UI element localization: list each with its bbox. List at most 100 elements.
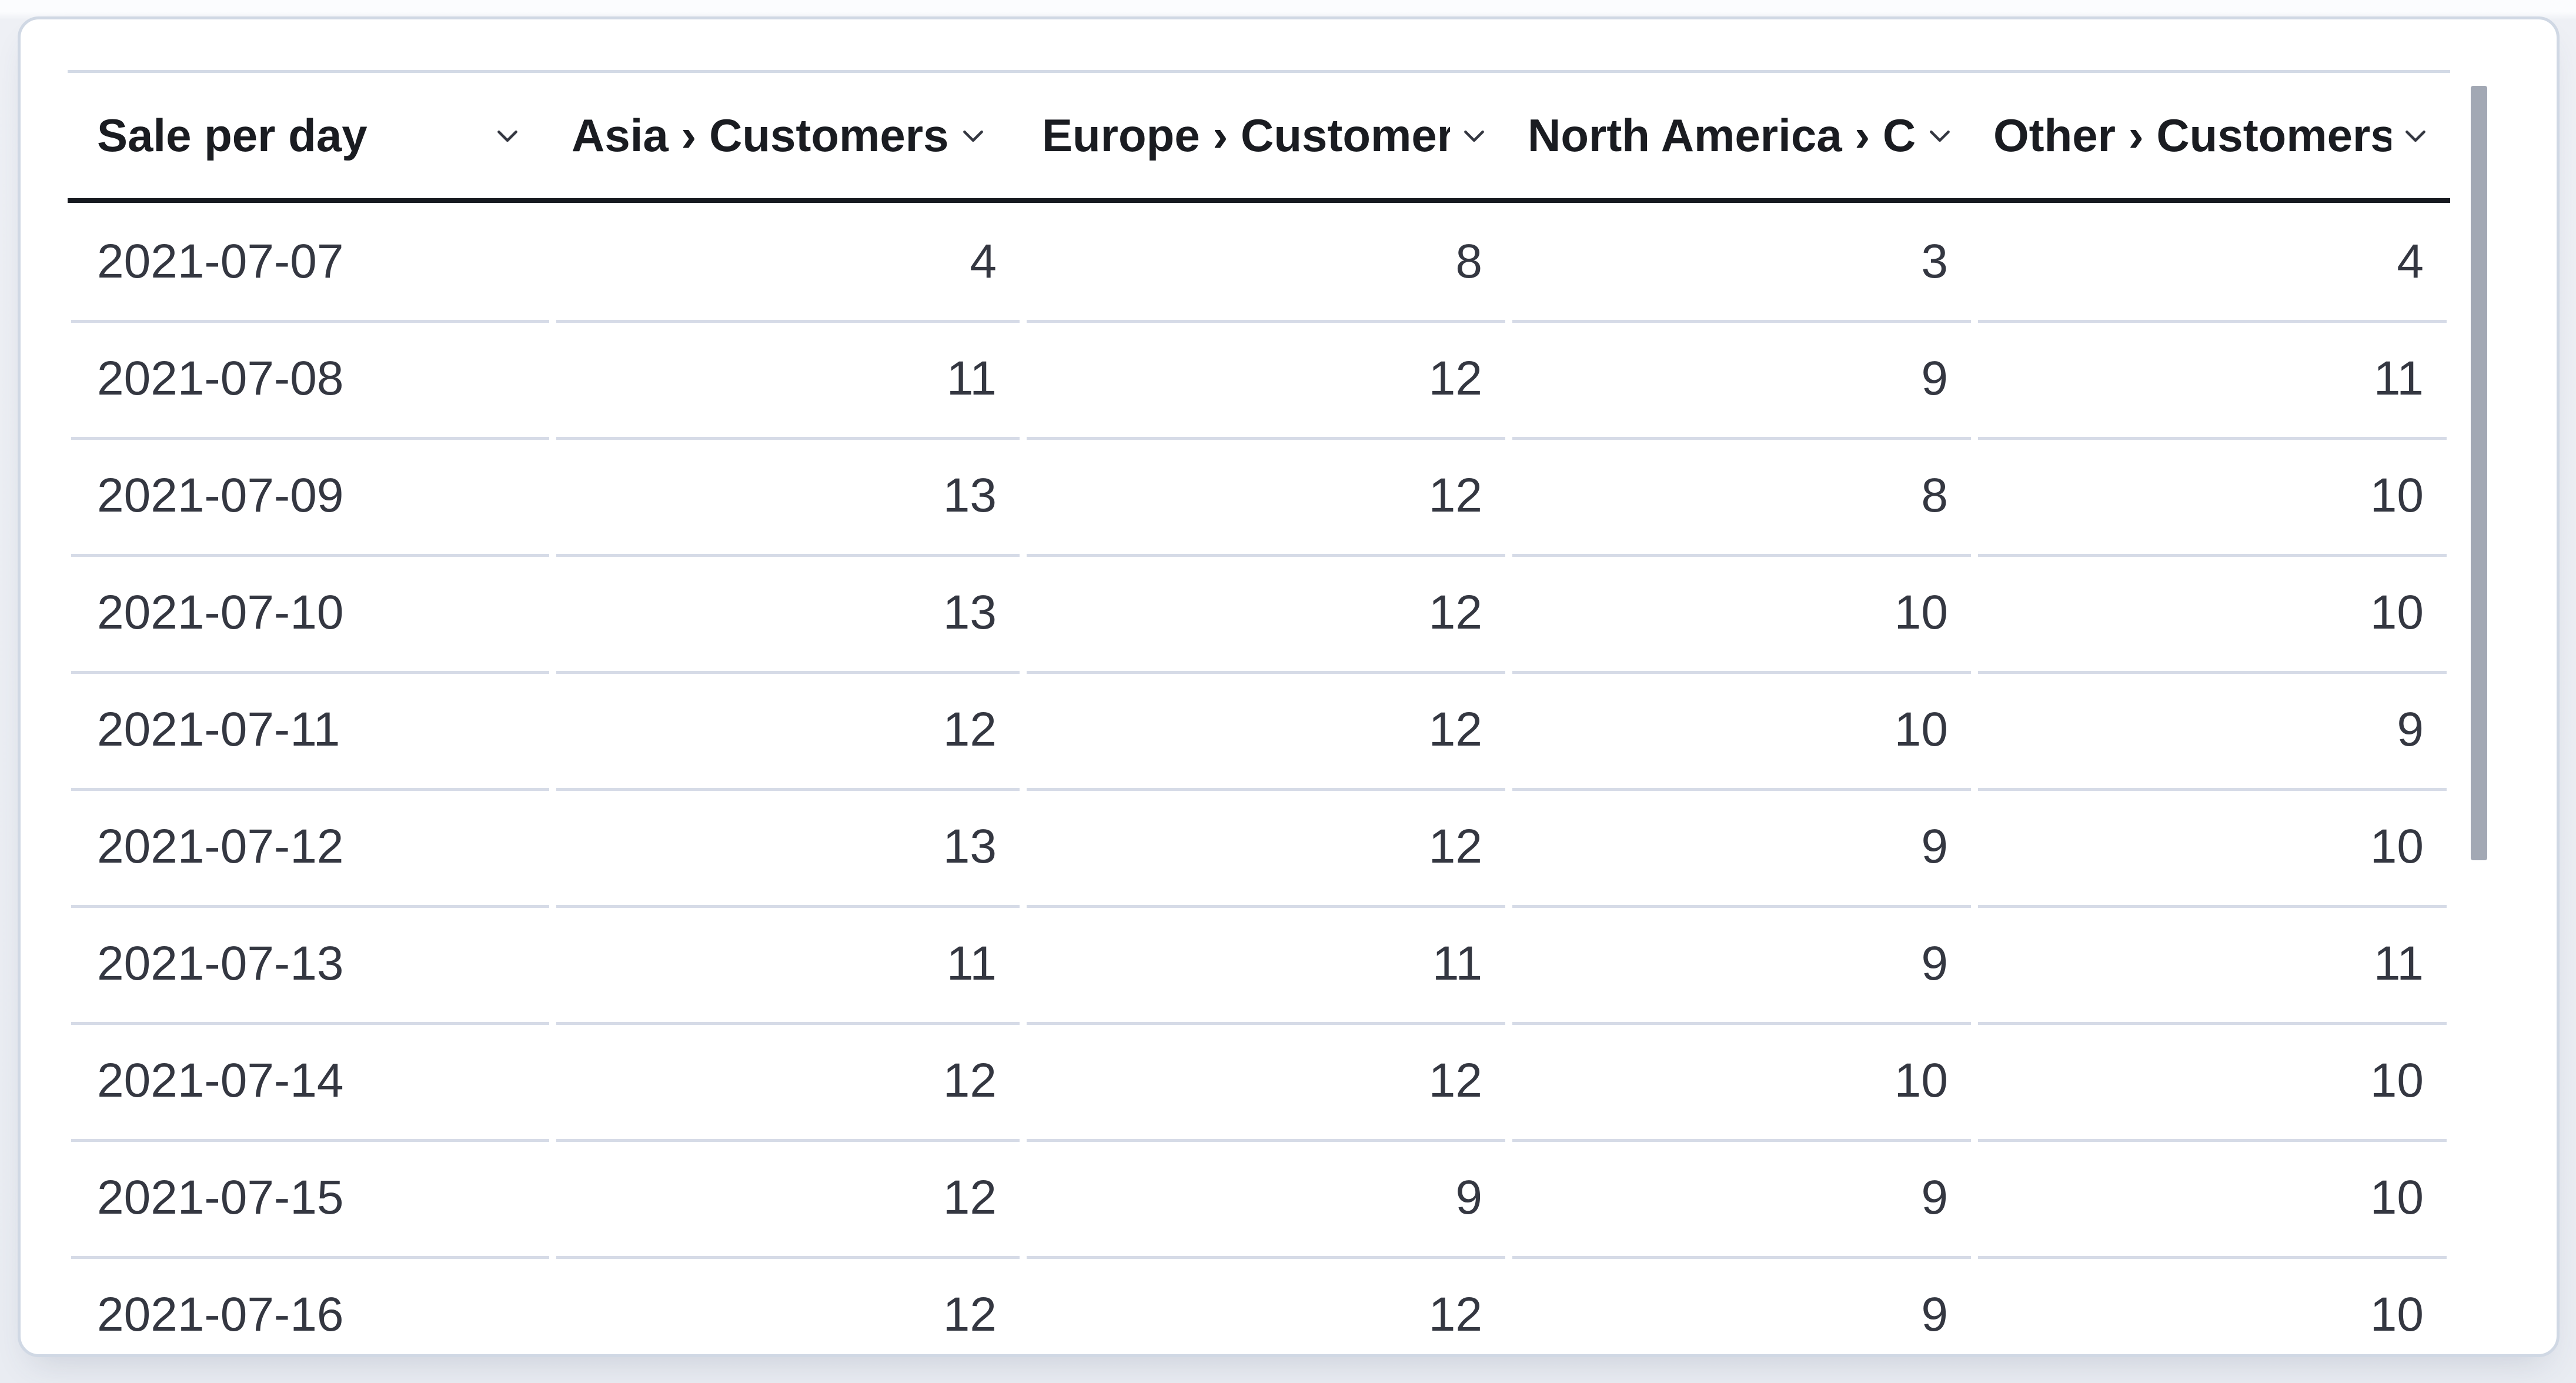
value-cell[interactable]: 12 (1023, 554, 1509, 671)
value-cell[interactable]: 12 (1023, 1256, 1509, 1354)
table-row: 2021-07-11 12 12 10 9 (68, 671, 2450, 788)
value-cell[interactable]: 12 (553, 1139, 1023, 1256)
column-header-label: Other › Customers (1993, 109, 2391, 161)
value-cell[interactable]: 10 (1509, 671, 1974, 788)
column-header-label: North America › Customers (1528, 109, 1916, 161)
value-cell[interactable]: 9 (1509, 320, 1974, 437)
value-cell[interactable]: 9 (1509, 1139, 1974, 1256)
value-cell[interactable]: 8 (1509, 437, 1974, 554)
value-cell[interactable]: 12 (1023, 788, 1509, 905)
cell-value: 9 (1455, 1170, 1482, 1224)
value-cell[interactable]: 11 (1974, 905, 2450, 1022)
cell-value: 8 (1455, 234, 1482, 288)
value-cell[interactable]: 10 (1974, 437, 2450, 554)
value-cell[interactable]: 12 (1023, 671, 1509, 788)
cell-value: 10 (2370, 1170, 2424, 1224)
value-cell[interactable]: 12 (1023, 1022, 1509, 1139)
date-value: 2021-07-16 (97, 1287, 344, 1341)
value-cell[interactable]: 12 (1023, 437, 1509, 554)
value-cell[interactable]: 13 (553, 788, 1023, 905)
cell-value: 12 (1428, 1053, 1482, 1107)
value-cell[interactable]: 9 (1509, 905, 1974, 1022)
column-header-label: Sale per day (97, 109, 367, 161)
table-row: 2021-07-08 11 12 9 11 (68, 320, 2450, 437)
date-cell[interactable]: 2021-07-08 (68, 320, 553, 437)
cell-value: 12 (943, 702, 997, 756)
cell-value: 10 (2370, 819, 2424, 873)
value-cell[interactable]: 9 (1023, 1139, 1509, 1256)
value-cell[interactable]: 9 (1509, 1256, 1974, 1354)
date-cell[interactable]: 2021-07-14 (68, 1022, 553, 1139)
cell-value: 13 (943, 468, 997, 522)
column-header-europe-customers[interactable]: Europe › Customers (1023, 73, 1509, 198)
date-value: 2021-07-14 (97, 1053, 344, 1107)
table-row: 2021-07-16 12 12 9 10 (68, 1256, 2450, 1354)
date-cell[interactable]: 2021-07-15 (68, 1139, 553, 1256)
column-header-other-customers[interactable]: Other › Customers (1974, 73, 2450, 198)
cell-value: 10 (2370, 468, 2424, 522)
value-cell[interactable]: 13 (553, 554, 1023, 671)
value-cell[interactable]: 9 (1974, 671, 2450, 788)
cell-value: 12 (1428, 819, 1482, 873)
value-cell[interactable]: 4 (553, 203, 1023, 320)
date-cell[interactable]: 2021-07-07 (68, 203, 553, 320)
date-cell[interactable]: 2021-07-10 (68, 554, 553, 671)
value-cell[interactable]: 10 (1974, 788, 2450, 905)
cell-value: 11 (946, 936, 997, 990)
value-cell[interactable]: 8 (1023, 203, 1509, 320)
value-cell[interactable]: 12 (553, 671, 1023, 788)
value-cell[interactable]: 10 (1974, 1256, 2450, 1354)
value-cell[interactable]: 11 (553, 905, 1023, 1022)
value-cell[interactable]: 13 (553, 437, 1023, 554)
date-value: 2021-07-07 (97, 234, 344, 288)
cell-value: 10 (2370, 585, 2424, 639)
cell-value: 12 (1428, 351, 1482, 405)
column-header-asia-customers[interactable]: Asia › Customers (553, 73, 1023, 198)
column-header-sale-per-day[interactable]: Sale per day (68, 73, 553, 198)
date-cell[interactable]: 2021-07-12 (68, 788, 553, 905)
date-value: 2021-07-11 (97, 702, 340, 756)
cell-value: 12 (1428, 1287, 1482, 1341)
vertical-scrollbar-thumb[interactable] (2471, 86, 2487, 860)
value-cell[interactable]: 12 (553, 1256, 1023, 1354)
table-row: 2021-07-10 13 12 10 10 (68, 554, 2450, 671)
cell-value: 10 (1894, 1053, 1948, 1107)
value-cell[interactable]: 10 (1509, 554, 1974, 671)
value-cell[interactable]: 12 (553, 1022, 1023, 1139)
date-cell[interactable]: 2021-07-09 (68, 437, 553, 554)
table-row: 2021-07-12 13 12 9 10 (68, 788, 2450, 905)
value-cell[interactable]: 12 (1023, 320, 1509, 437)
table-body: 2021-07-07 4 8 3 4 2021-07-08 11 12 9 11… (68, 203, 2450, 1354)
table-header-row: Sale per day Asia › Customers Europe › C… (68, 73, 2450, 203)
date-value: 2021-07-15 (97, 1170, 344, 1224)
value-cell[interactable]: 4 (1974, 203, 2450, 320)
value-cell[interactable]: 3 (1509, 203, 1974, 320)
cell-value: 9 (1921, 1170, 1948, 1224)
value-cell[interactable]: 11 (1974, 320, 2450, 437)
cell-value: 3 (1921, 234, 1948, 288)
chevron-down-icon (2400, 120, 2431, 152)
cell-value: 9 (1921, 819, 1948, 873)
value-cell[interactable]: 10 (1509, 1022, 1974, 1139)
cell-value: 11 (946, 351, 997, 405)
table-row: 2021-07-14 12 12 10 10 (68, 1022, 2450, 1139)
date-cell[interactable]: 2021-07-11 (68, 671, 553, 788)
cell-value: 12 (1428, 468, 1482, 522)
date-cell[interactable]: 2021-07-13 (68, 905, 553, 1022)
cell-value: 12 (1428, 585, 1482, 639)
column-header-label: Asia › Customers (572, 109, 949, 161)
date-value: 2021-07-13 (97, 936, 344, 990)
value-cell[interactable]: 10 (1974, 1022, 2450, 1139)
column-header-north-america-customers[interactable]: North America › Customers (1509, 73, 1974, 198)
cell-value: 11 (1432, 936, 1482, 990)
cell-value: 12 (943, 1170, 997, 1224)
value-cell[interactable]: 11 (1023, 905, 1509, 1022)
value-cell[interactable]: 10 (1974, 1139, 2450, 1256)
date-cell[interactable]: 2021-07-16 (68, 1256, 553, 1354)
value-cell[interactable]: 11 (553, 320, 1023, 437)
cell-value: 11 (2373, 936, 2424, 990)
value-cell[interactable]: 9 (1509, 788, 1974, 905)
cell-value: 13 (943, 819, 997, 873)
value-cell[interactable]: 10 (1974, 554, 2450, 671)
cell-value: 13 (943, 585, 997, 639)
